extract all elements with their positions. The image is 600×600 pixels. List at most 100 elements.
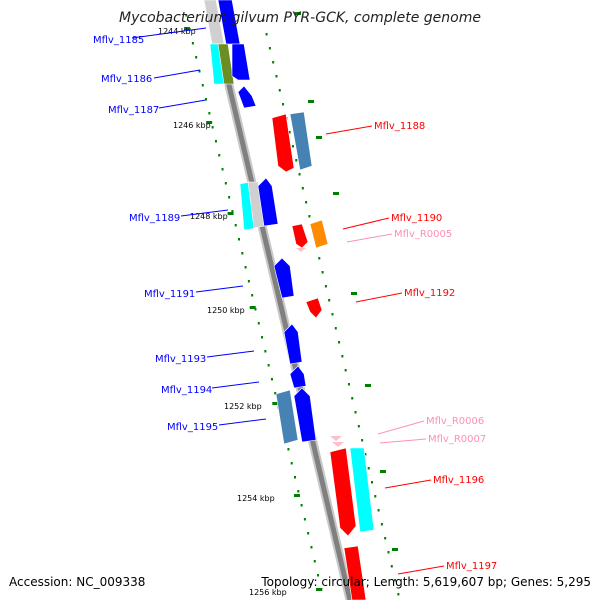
- tick-dot: [374, 495, 377, 498]
- gene-label-mflv_1193[interactable]: Mflv_1193: [155, 354, 206, 365]
- feature-mflv-1189: [257, 177, 279, 227]
- gene-label-mflv_1190[interactable]: Mflv_1190: [391, 213, 442, 224]
- gene-label-mflv_1187[interactable]: Mflv_1187: [108, 105, 159, 116]
- tick-dot: [265, 33, 268, 36]
- tick-dot: [317, 574, 320, 577]
- feature-mflv-1192: [305, 297, 323, 319]
- tick-dot: [205, 98, 208, 101]
- tick-dot: [387, 551, 390, 554]
- tick-dot: [307, 532, 310, 535]
- major-tick: [227, 212, 234, 215]
- gene-label-mflv_r0006[interactable]: Mflv_R0006: [426, 416, 484, 427]
- tick-dot: [298, 173, 301, 176]
- tick-dot: [231, 210, 234, 213]
- gene-label-mflv_r0007[interactable]: Mflv_R0007: [428, 434, 486, 445]
- label-leader-line: [379, 438, 427, 444]
- tick-dot: [357, 425, 360, 428]
- tick-dot: [224, 182, 227, 185]
- tick-dot: [338, 341, 341, 344]
- feature-mflv-1190-orange: [309, 219, 329, 249]
- tick-dot: [344, 369, 347, 372]
- tick-dot: [247, 280, 250, 283]
- label-leader-line: [346, 233, 393, 243]
- tick-dot: [331, 313, 334, 316]
- label-leader-line: [153, 69, 201, 79]
- tick-dot: [377, 509, 380, 512]
- tick-dot: [191, 42, 194, 45]
- tick-label: 1254 kbp: [237, 494, 275, 503]
- tick-dot: [272, 61, 275, 64]
- label-leader-line: [195, 285, 244, 293]
- label-leader-line: [180, 209, 229, 217]
- feature-mflv-1196-cyan: [349, 447, 375, 533]
- tick-dot: [274, 392, 277, 395]
- feature-mflv-1186: [231, 43, 251, 81]
- feature-mflv-1197: [343, 545, 367, 600]
- gene-label-mflv_r0005[interactable]: Mflv_R0005: [394, 229, 452, 240]
- tick-dot: [354, 411, 357, 414]
- tick-dot: [361, 439, 364, 442]
- tick-dot: [287, 448, 290, 451]
- tick-dot: [394, 579, 397, 582]
- tick-dot: [305, 201, 308, 204]
- tick-dot: [301, 187, 304, 190]
- tick-dot: [221, 168, 224, 171]
- major-tick: [316, 588, 323, 591]
- feature-mflv-1195: [293, 387, 317, 443]
- tick-dot: [310, 546, 313, 549]
- gene-label-mflv_1186[interactable]: Mflv_1186: [101, 74, 152, 85]
- feature-mflv-r0007: [332, 442, 344, 447]
- major-tick: [333, 192, 339, 195]
- tick-dot: [291, 145, 294, 148]
- major-tick: [184, 27, 191, 30]
- tick-dot: [318, 257, 321, 260]
- tick-label: 1250 kbp: [207, 306, 245, 315]
- gene-label-mflv_1197[interactable]: Mflv_1197: [446, 561, 497, 572]
- gene-label-mflv_1191[interactable]: Mflv_1191: [144, 289, 195, 300]
- major-tick: [392, 548, 398, 551]
- label-leader-line: [131, 27, 207, 39]
- tick-dot: [208, 112, 211, 115]
- tick-dot: [328, 299, 331, 302]
- tick-dot: [303, 518, 306, 521]
- tick-dot: [257, 322, 260, 325]
- tick-label: 1252 kbp: [224, 402, 262, 411]
- major-tick: [308, 100, 314, 103]
- tick-dot: [321, 271, 324, 274]
- label-leader-line: [218, 418, 267, 426]
- gene-label-mflv_1195[interactable]: Mflv_1195: [167, 422, 218, 433]
- tick-dot: [380, 523, 383, 526]
- tick-dot: [228, 196, 231, 199]
- major-tick: [295, 12, 301, 15]
- label-leader-line: [211, 381, 260, 389]
- gene-label-mflv_1194[interactable]: Mflv_1194: [161, 385, 212, 396]
- label-leader-line: [158, 99, 207, 109]
- tick-dot: [264, 350, 267, 353]
- tick-dot: [300, 504, 303, 507]
- tick-dot: [214, 140, 217, 143]
- feature-mflv-1195-steel: [275, 389, 299, 445]
- tick-label: 1246 kbp: [173, 121, 211, 130]
- tick-dot: [364, 453, 367, 456]
- tick-dot: [198, 70, 201, 73]
- tick-dot: [371, 481, 374, 484]
- gene-label-mflv_1185[interactable]: Mflv_1185: [93, 35, 144, 46]
- tick-dot: [295, 159, 298, 162]
- feature-mflv-1188: [271, 113, 295, 173]
- backbone-line: [206, 0, 353, 600]
- gene-label-mflv_1189[interactable]: Mflv_1189: [129, 213, 180, 224]
- major-tick: [293, 494, 300, 497]
- gene-label-mflv_1192[interactable]: Mflv_1192: [404, 288, 455, 299]
- major-tick: [380, 470, 386, 473]
- tick-dot: [254, 308, 257, 311]
- gene-label-mflv_1196[interactable]: Mflv_1196: [433, 475, 484, 486]
- label-leader-line: [355, 292, 403, 303]
- tick-dot: [218, 154, 221, 157]
- tick-dot: [347, 383, 350, 386]
- label-leader-line: [397, 565, 445, 575]
- tick-dot: [275, 75, 278, 78]
- gene-label-mflv_1188[interactable]: Mflv_1188: [374, 121, 425, 132]
- tick-dot: [211, 126, 214, 129]
